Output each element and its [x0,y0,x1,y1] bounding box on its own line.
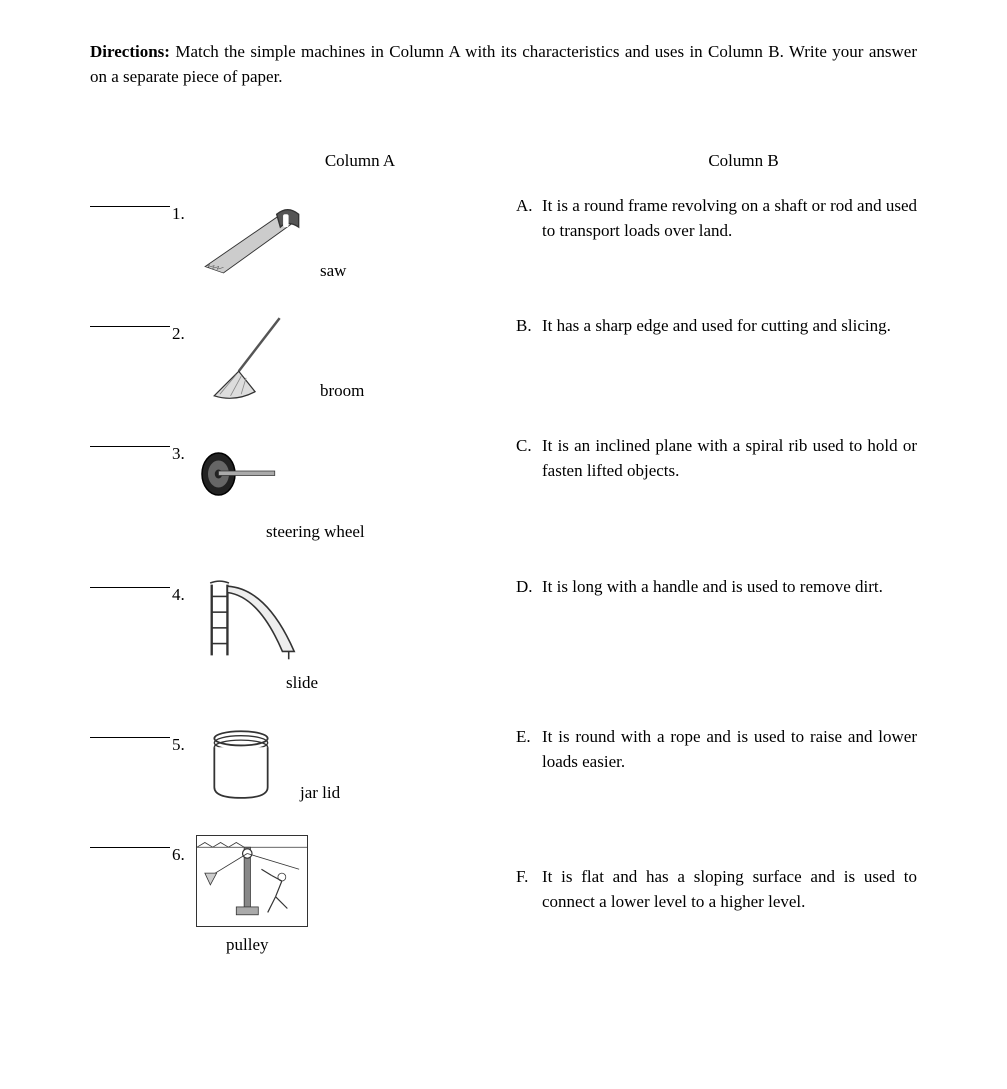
answer-c: C. It is an inclined plane with a spiral… [516,434,917,483]
slide-icon [196,575,306,665]
item-a-broom: broom [196,314,516,404]
answer-blank[interactable] [90,737,170,738]
steering-wheel-icon [196,434,286,514]
answer-letter: E. [516,725,542,774]
item-label: steering wheel [266,520,365,545]
answer-desc: It is long with a handle and is used to … [542,575,917,600]
answer-blank[interactable] [90,326,170,327]
row-4: 4. slide D. It is long with a handle and… [90,575,917,696]
item-label: saw [320,259,346,284]
item-a-steering-wheel: steering wheel [196,434,516,545]
answer-f: F. It is flat and has a sloping surface … [516,835,917,914]
answer-letter: A. [516,194,542,243]
item-number: 1. [172,202,196,227]
row-1: 1. saw A. It is a round frame revolving … [90,194,917,284]
broom-icon [196,314,306,404]
answer-letter: D. [516,575,542,600]
answer-desc: It is an inclined plane with a spiral ri… [542,434,917,483]
answer-blank[interactable] [90,446,170,447]
row-6: 6. pulley F. It is [90,835,917,958]
answer-letter: B. [516,314,542,339]
item-a-jar-lid: jar lid [196,725,516,805]
row-5: 5. jar lid E. It is round with a rope an… [90,725,917,805]
item-number: 3. [172,442,196,467]
item-number: 4. [172,583,196,608]
answer-b: B. It has a sharp edge and used for cutt… [516,314,917,339]
answer-e: E. It is round with a rope and is used t… [516,725,917,774]
row-3: 3. steering wheel C. It is an inclined p… [90,434,917,545]
item-a-pulley: pulley [196,835,516,958]
column-a-header: Column A [90,149,570,174]
answer-blank[interactable] [90,847,170,848]
directions-text: Directions: Match the simple machines in… [90,40,917,89]
answer-a: A. It is a round frame revolving on a sh… [516,194,917,243]
answer-d: D. It is long with a handle and is used … [516,575,917,600]
row-2: 2. broom B. It has a sharp edge and used… [90,314,917,404]
answer-desc: It is flat and has a sloping surface and… [542,865,917,914]
answer-letter: C. [516,434,542,483]
item-label: slide [286,671,318,696]
item-a-saw: saw [196,194,516,284]
saw-icon [196,194,306,284]
item-number: 6. [172,843,196,868]
answer-desc: It is round with a rope and is used to r… [542,725,917,774]
item-label: jar lid [300,781,340,806]
answer-desc: It has a sharp edge and used for cutting… [542,314,917,339]
directions-body: Match the simple machines in Column A wi… [90,42,917,86]
answer-letter: F. [516,865,542,914]
item-label: pulley [226,933,269,958]
jar-lid-icon [196,725,286,805]
answer-blank[interactable] [90,206,170,207]
columns-header: Column A Column B [90,149,917,174]
item-number: 2. [172,322,196,347]
item-number: 5. [172,733,196,758]
directions-label: Directions: [90,42,170,61]
item-a-slide: slide [196,575,516,696]
pulley-icon [196,835,308,927]
item-label: broom [320,379,364,404]
column-b-header: Column B [570,149,917,174]
answer-blank[interactable] [90,587,170,588]
answer-desc: It is a round frame revolving on a shaft… [542,194,917,243]
